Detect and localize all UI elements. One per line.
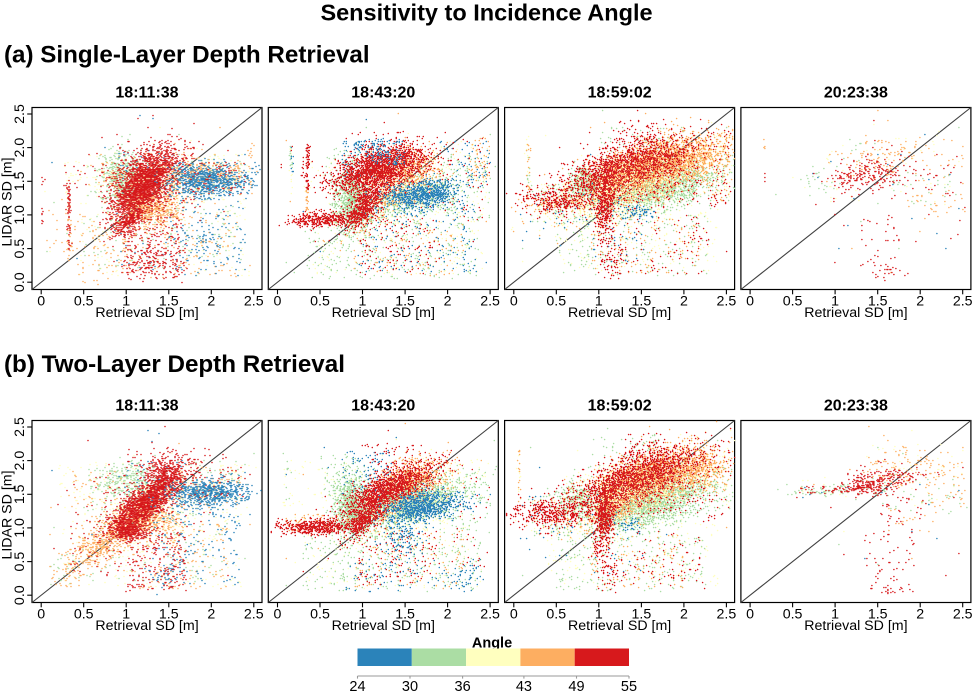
svg-text:Retrieval SD [m]: Retrieval SD [m] <box>804 618 907 634</box>
svg-text:0.5: 0.5 <box>12 239 28 259</box>
svg-text:1.5: 1.5 <box>12 171 28 191</box>
svg-text:2: 2 <box>207 293 215 309</box>
svg-text:2.5: 2.5 <box>244 606 264 622</box>
svg-text:1: 1 <box>122 606 130 622</box>
svg-text:0: 0 <box>510 606 518 622</box>
svg-text:2: 2 <box>916 293 924 309</box>
svg-text:Angle: Angle <box>472 635 512 651</box>
svg-text:0.5: 0.5 <box>310 293 330 309</box>
svg-text:49: 49 <box>568 679 584 692</box>
svg-text:2.5: 2.5 <box>953 606 973 622</box>
svg-text:2: 2 <box>680 606 688 622</box>
svg-text:1: 1 <box>359 293 367 309</box>
svg-text:1: 1 <box>831 606 839 622</box>
svg-text:0: 0 <box>37 293 45 309</box>
svg-text:1.0: 1.0 <box>12 205 28 225</box>
svg-text:0: 0 <box>274 606 282 622</box>
svg-text:18:11:38: 18:11:38 <box>115 85 178 102</box>
svg-text:1.5: 1.5 <box>632 293 652 309</box>
svg-text:0.5: 0.5 <box>12 552 28 572</box>
svg-text:Sensitivity to Incidence Angle: Sensitivity to Incidence Angle <box>320 0 652 26</box>
svg-text:2.5: 2.5 <box>480 293 500 309</box>
svg-text:2: 2 <box>916 606 924 622</box>
svg-text:Retrieval SD [m]: Retrieval SD [m] <box>332 305 435 321</box>
svg-text:Retrieval SD [m]: Retrieval SD [m] <box>568 618 671 634</box>
svg-text:Retrieval SD [m]: Retrieval SD [m] <box>95 305 198 321</box>
svg-text:18:59:02: 18:59:02 <box>588 85 652 102</box>
svg-text:18:43:20: 18:43:20 <box>351 398 415 415</box>
svg-text:1.0: 1.0 <box>12 518 28 538</box>
svg-text:0.5: 0.5 <box>546 293 566 309</box>
svg-text:2.5: 2.5 <box>953 293 973 309</box>
svg-text:1.5: 1.5 <box>868 606 888 622</box>
svg-text:20:23:38: 20:23:38 <box>824 85 888 102</box>
svg-text:Retrieval SD [m]: Retrieval SD [m] <box>804 305 907 321</box>
svg-text:1: 1 <box>359 606 367 622</box>
svg-text:0.5: 0.5 <box>74 293 94 309</box>
svg-text:1: 1 <box>122 293 130 309</box>
svg-text:2: 2 <box>207 606 215 622</box>
svg-text:1: 1 <box>831 293 839 309</box>
svg-text:43: 43 <box>516 679 532 692</box>
svg-text:1.5: 1.5 <box>159 606 179 622</box>
svg-text:2.5: 2.5 <box>12 104 28 124</box>
svg-text:Retrieval SD [m]: Retrieval SD [m] <box>332 618 435 634</box>
svg-text:2: 2 <box>444 293 452 309</box>
svg-text:(b) Two-Layer Depth Retrieval: (b) Two-Layer Depth Retrieval <box>4 351 345 378</box>
svg-text:1.5: 1.5 <box>632 606 652 622</box>
svg-text:0.0: 0.0 <box>12 272 28 292</box>
svg-text:0.5: 0.5 <box>783 293 803 309</box>
svg-text:0.5: 0.5 <box>546 606 566 622</box>
svg-text:18:43:20: 18:43:20 <box>351 85 415 102</box>
svg-text:1.5: 1.5 <box>12 484 28 504</box>
svg-text:2.0: 2.0 <box>12 451 28 471</box>
svg-text:2.5: 2.5 <box>12 417 28 437</box>
svg-text:2.5: 2.5 <box>480 606 500 622</box>
svg-text:0.0: 0.0 <box>12 585 28 605</box>
svg-text:0: 0 <box>274 293 282 309</box>
svg-text:LIDAR SD [m]: LIDAR SD [m] <box>0 157 16 246</box>
svg-text:LIDAR SD [m]: LIDAR SD [m] <box>0 470 16 559</box>
svg-text:2.5: 2.5 <box>244 293 264 309</box>
svg-text:1.5: 1.5 <box>395 293 415 309</box>
svg-text:Retrieval SD [m]: Retrieval SD [m] <box>568 305 671 321</box>
svg-text:(a) Single-Layer Depth Retriev: (a) Single-Layer Depth Retrieval <box>4 42 370 69</box>
svg-text:0.5: 0.5 <box>74 606 94 622</box>
svg-text:0: 0 <box>510 293 518 309</box>
svg-text:0.5: 0.5 <box>783 606 803 622</box>
svg-text:18:59:02: 18:59:02 <box>588 398 652 415</box>
svg-text:2.0: 2.0 <box>12 138 28 158</box>
svg-text:1.5: 1.5 <box>395 606 415 622</box>
svg-text:0: 0 <box>746 293 754 309</box>
svg-text:1: 1 <box>595 606 603 622</box>
svg-text:2.5: 2.5 <box>717 606 737 622</box>
svg-text:1.5: 1.5 <box>868 293 888 309</box>
svg-text:2: 2 <box>680 293 688 309</box>
svg-text:2.5: 2.5 <box>717 293 737 309</box>
svg-text:2: 2 <box>444 606 452 622</box>
svg-text:0: 0 <box>37 606 45 622</box>
svg-text:24: 24 <box>349 679 365 692</box>
svg-text:1.5: 1.5 <box>159 293 179 309</box>
svg-text:0.5: 0.5 <box>310 606 330 622</box>
svg-text:20:23:38: 20:23:38 <box>824 398 888 415</box>
svg-text:30: 30 <box>402 679 418 692</box>
svg-text:Retrieval SD [m]: Retrieval SD [m] <box>95 618 198 634</box>
svg-text:1: 1 <box>595 293 603 309</box>
svg-text:36: 36 <box>455 679 471 692</box>
svg-text:18:11:38: 18:11:38 <box>115 398 178 415</box>
svg-text:55: 55 <box>621 679 637 692</box>
svg-text:0: 0 <box>746 606 754 622</box>
